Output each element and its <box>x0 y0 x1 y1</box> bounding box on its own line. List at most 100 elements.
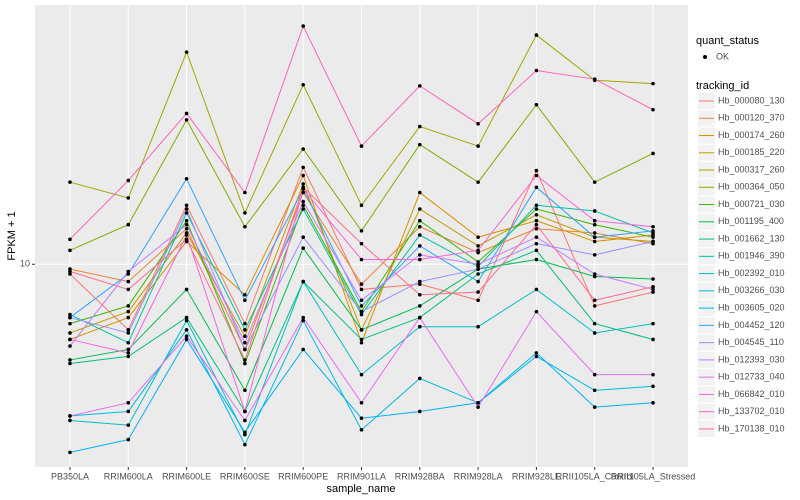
point <box>476 267 480 271</box>
point <box>126 331 131 335</box>
point <box>126 328 131 332</box>
point <box>184 328 189 332</box>
point <box>184 233 189 237</box>
legend-title: quant_status <box>696 35 759 47</box>
point <box>243 340 247 345</box>
x-tick-label: RRIM901LA <box>337 471 386 481</box>
point <box>243 361 247 366</box>
point <box>184 118 189 122</box>
point <box>651 235 655 239</box>
point <box>68 272 72 276</box>
point <box>68 344 72 348</box>
point <box>418 233 422 237</box>
point <box>651 284 655 289</box>
legend-label: Hb_001946_390 <box>718 251 785 261</box>
point <box>243 292 247 297</box>
point <box>68 315 72 320</box>
point <box>184 237 189 242</box>
point <box>476 244 480 248</box>
point <box>418 142 422 147</box>
point <box>476 279 480 284</box>
point <box>301 147 305 151</box>
point <box>243 388 247 393</box>
point <box>243 430 247 435</box>
point <box>359 428 364 432</box>
point <box>68 312 72 317</box>
point <box>126 315 131 320</box>
point <box>651 400 655 405</box>
point <box>359 340 364 345</box>
point <box>592 298 597 303</box>
point <box>301 246 305 250</box>
point <box>418 376 422 381</box>
point <box>476 248 480 253</box>
point <box>651 239 655 244</box>
point <box>301 182 305 186</box>
legend-label: Hb_000185_220 <box>718 147 785 157</box>
point <box>126 287 131 292</box>
point <box>184 111 189 116</box>
point <box>301 318 305 323</box>
point <box>359 203 364 208</box>
point <box>534 203 539 208</box>
point <box>243 328 247 332</box>
point <box>476 262 480 267</box>
point <box>243 321 247 326</box>
point <box>651 81 655 86</box>
point <box>301 165 305 170</box>
point <box>476 180 480 184</box>
point <box>592 274 597 279</box>
x-tick-label: RRIM600PE <box>278 471 328 481</box>
point <box>359 312 364 317</box>
point <box>534 102 539 107</box>
point <box>592 405 597 409</box>
point <box>301 185 305 190</box>
point <box>359 304 364 308</box>
point <box>418 253 422 257</box>
point <box>418 244 422 248</box>
point <box>592 239 597 244</box>
legend-label: Hb_133702_010 <box>718 406 785 416</box>
point <box>126 354 131 359</box>
point <box>126 279 131 284</box>
point <box>126 351 131 355</box>
legend-label: Hb_066842_010 <box>718 389 785 399</box>
point <box>534 354 539 359</box>
point <box>359 328 364 332</box>
point <box>592 209 597 213</box>
legend-label: Hb_000120_370 <box>718 113 785 123</box>
point <box>301 173 305 178</box>
point <box>592 222 597 227</box>
point <box>651 337 655 342</box>
point <box>184 315 189 320</box>
point <box>301 315 305 320</box>
legend-label: Hb_001195_400 <box>718 216 784 226</box>
y-tick-label: 10 <box>20 259 30 269</box>
point <box>592 388 597 393</box>
point <box>301 82 305 87</box>
point <box>184 177 189 181</box>
point <box>126 437 131 442</box>
point <box>184 203 189 208</box>
x-tick-label: RRIM928BA <box>395 471 445 481</box>
point <box>476 144 480 148</box>
point <box>592 180 597 184</box>
point <box>476 122 480 126</box>
point <box>68 358 72 362</box>
point <box>126 178 131 183</box>
point <box>476 235 480 239</box>
point <box>592 331 597 335</box>
legend-label: Hb_004452_120 <box>718 320 785 330</box>
point <box>534 33 539 37</box>
legend-label: Hb_000174_260 <box>718 130 785 140</box>
point <box>184 287 189 292</box>
point <box>243 190 247 195</box>
point <box>534 207 539 211</box>
point <box>359 400 364 405</box>
point <box>651 290 655 294</box>
point <box>184 226 189 231</box>
point <box>68 414 72 418</box>
point <box>534 68 539 73</box>
point <box>68 418 72 423</box>
legend-label: Hb_000080_130 <box>718 95 785 105</box>
